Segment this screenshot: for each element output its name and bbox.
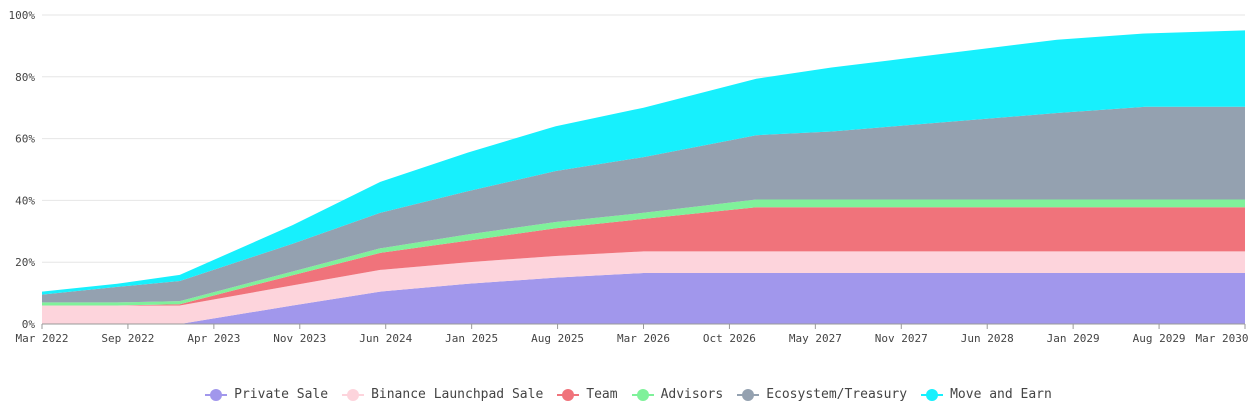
legend-item[interactable]: Binance Launchpad Sale — [342, 387, 543, 402]
x-tick-label: Oct 2026 — [703, 332, 756, 345]
x-tick-label: Jan 2025 — [445, 332, 498, 345]
legend-marker-icon — [737, 388, 760, 401]
x-tick-label: Mar 2030 — [1196, 332, 1249, 345]
x-tick-label: Aug 2025 — [531, 332, 584, 345]
area-layer — [42, 30, 1245, 324]
legend-label: Ecosystem/Treasury — [766, 387, 908, 402]
area-private-sale — [42, 273, 1245, 324]
x-tick-label: Aug 2029 — [1133, 332, 1186, 345]
area-ecosystem-treasury — [42, 106, 1245, 303]
y-tick-label: 100% — [9, 9, 36, 22]
x-tick-label: Mar 2022 — [16, 332, 69, 345]
x-tick-label: Sep 2022 — [101, 332, 154, 345]
legend-marker-icon — [557, 388, 580, 401]
legend-label: Team — [586, 387, 618, 402]
legend-item[interactable]: Advisors — [631, 387, 724, 402]
y-tick-label: 20% — [15, 256, 35, 269]
y-tick-label: 40% — [15, 194, 35, 207]
legend-item[interactable]: Move and Earn — [921, 387, 1052, 402]
area-binance-launchpad-sale — [42, 251, 1245, 324]
x-tick-label: Apr 2023 — [187, 332, 240, 345]
area-team — [42, 207, 1245, 306]
x-tick-label: May 2027 — [789, 332, 842, 345]
legend-marker-icon — [205, 388, 228, 401]
legend-label: Advisors — [660, 387, 724, 402]
legend-item[interactable]: Ecosystem/Treasury — [737, 387, 907, 402]
legend-label: Binance Launchpad Sale — [371, 387, 544, 402]
x-tick-label: Jun 2028 — [961, 332, 1014, 345]
x-tick-label: Nov 2027 — [875, 332, 928, 345]
legend-label: Private Sale — [234, 387, 329, 402]
area-move-and-earn — [42, 30, 1245, 295]
x-tick-label: Jun 2024 — [359, 332, 412, 345]
legend: Private Sale Binance Launchpad Sale Team Ad… — [0, 387, 1257, 402]
y-tick-label: 60% — [15, 133, 35, 146]
legend-marker-icon — [342, 388, 365, 401]
stacked-area-chart: 0% 20% 40% 60% 80% 100% Mar 2022 Sep 2022 Apr 20… — [9, 9, 1249, 345]
legend-item[interactable]: Team — [557, 387, 618, 402]
legend-marker-icon — [921, 388, 944, 401]
x-tick-label: Jan 2029 — [1047, 332, 1100, 345]
axes: 0% 20% 40% 60% 80% 100% Mar 2022 Sep 2022 Apr 20… — [9, 9, 1249, 345]
legend-marker-icon — [631, 388, 654, 401]
y-tick-label: 0% — [22, 318, 36, 331]
y-tick-label: 80% — [15, 71, 35, 84]
x-tick-label: Nov 2023 — [273, 332, 326, 345]
x-tick-label: Mar 2026 — [617, 332, 670, 345]
legend-item[interactable]: Private Sale — [205, 387, 328, 402]
legend-label: Move and Earn — [950, 387, 1052, 402]
